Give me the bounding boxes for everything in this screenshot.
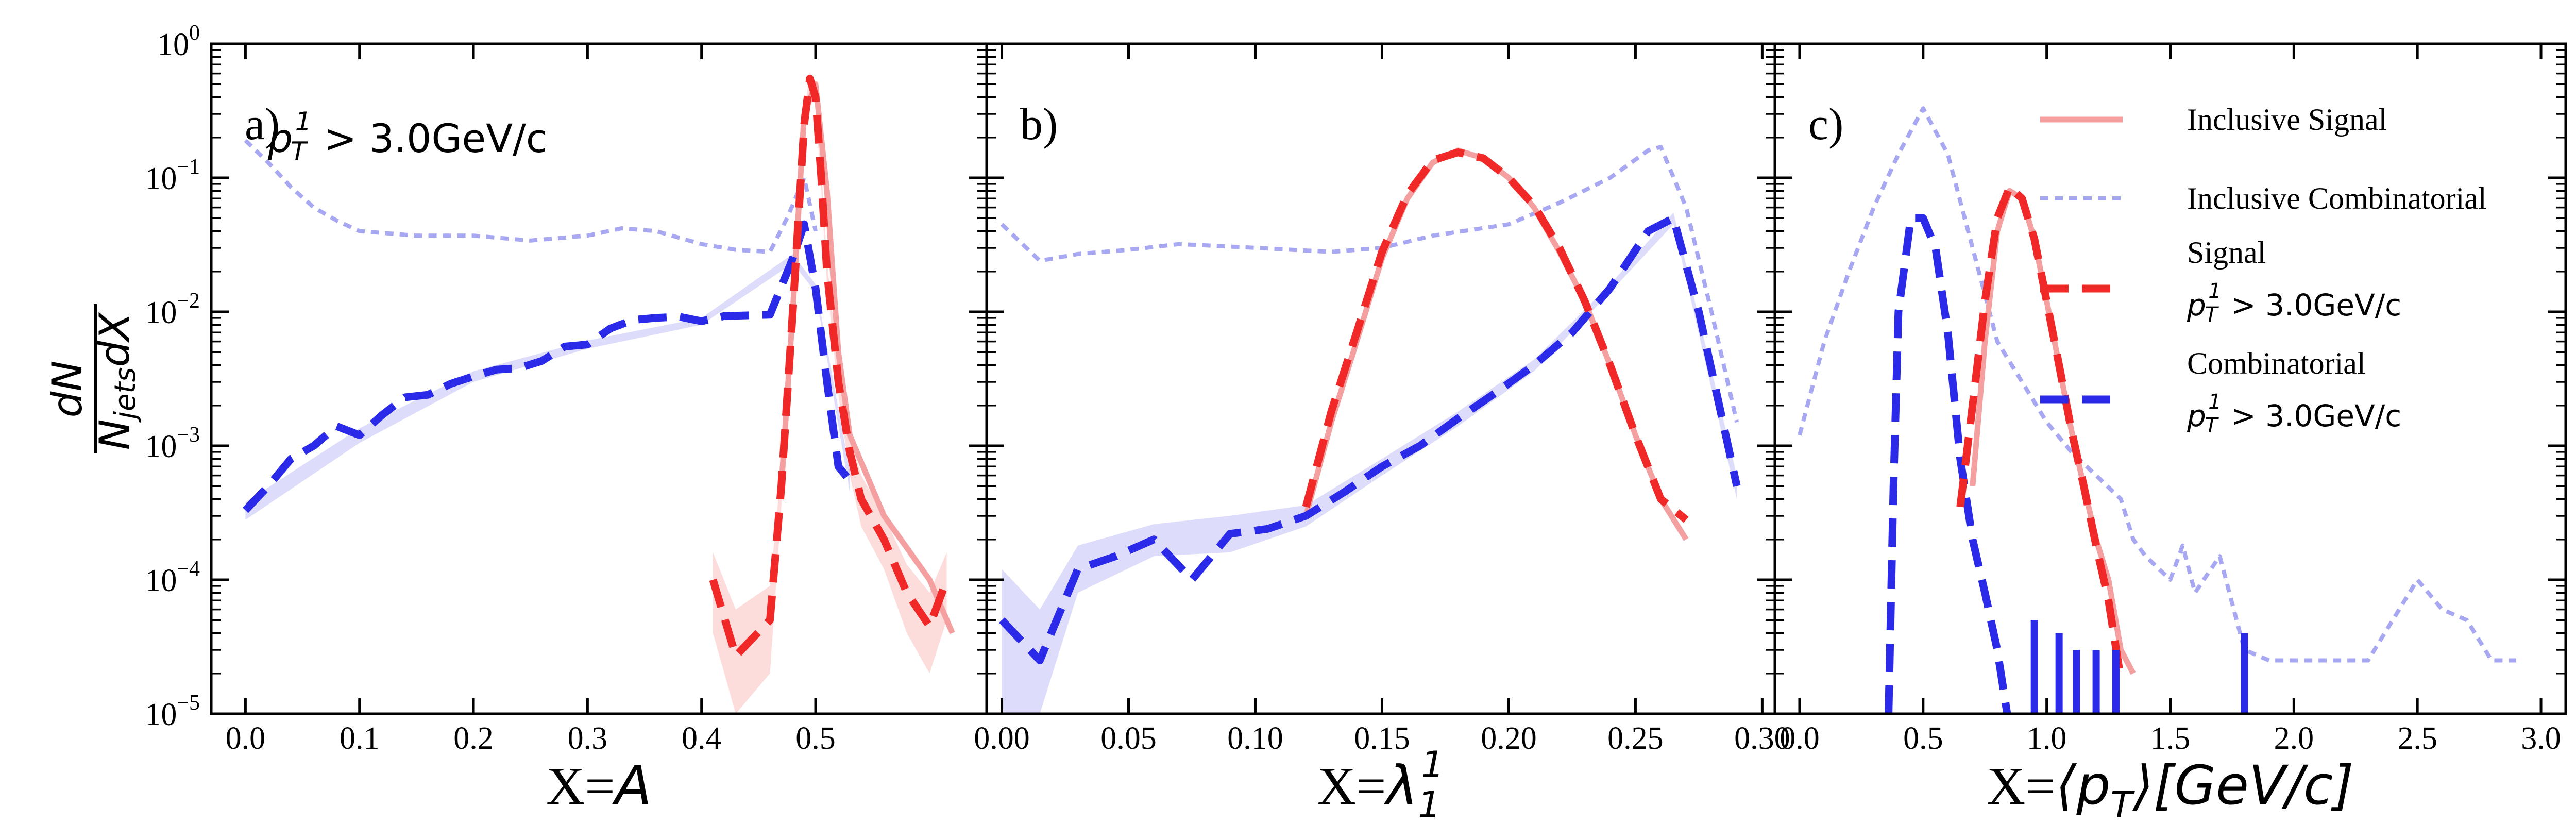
- y-label-denominator: NjetsdX: [91, 312, 142, 450]
- x-tick-label: 0.2: [453, 721, 494, 756]
- panel-label: a): [245, 99, 280, 149]
- x-tick-label: 2.0: [2274, 721, 2314, 756]
- inclusive-combinatorial-line: [244, 139, 818, 254]
- panel-3: 0.0 0.5 1.0 1.5 2.0 2.5 3.0 c) X=⟨pT⟩[GeV/c]: [1773, 42, 2567, 826]
- combinatorial-uncertainty-band: [245, 254, 850, 520]
- x-tick-label: 3.0: [2521, 721, 2561, 756]
- panel-2: 0.00 0.05 0.10 0.15 0.20 0.25 0.30 b) X=λ11: [974, 42, 1790, 826]
- y-tick-label: 10−5: [145, 691, 200, 732]
- legend-entry-sig: Signal pT1 > 3.0GeV/c: [2040, 236, 2401, 327]
- x-tick-label: 0.30: [1734, 721, 1790, 756]
- inclusive-combinatorial-line: [1000, 145, 1739, 423]
- x-axis-label: X=λ11: [1317, 744, 1444, 826]
- combinatorial-line: [999, 214, 1741, 665]
- panel-1: 10−5 10−4 10−3 10−2 10−1 100 0.0 0.1 0.2 0.3 0.4 0.…: [145, 21, 988, 817]
- legend: Inclusive Signal Inclusive Combinatorial S…: [2040, 103, 2487, 438]
- x-axis-label: X=A: [546, 754, 652, 817]
- panels: 10−5 10−4 10−3 10−2 10−1 100 0.0 0.1 0.2 0.3 0.4 0.…: [145, 21, 2567, 826]
- combinatorial-line: [1885, 214, 2011, 714]
- pt-cut-annotation: pT1 > 3.0GeV/c: [267, 107, 548, 166]
- signal-line: [709, 75, 951, 660]
- signal-uncertainty-band: [713, 71, 947, 714]
- inclusive-signal-line: [778, 81, 955, 634]
- x-tick-label: 0.1: [340, 721, 380, 756]
- x-tick-label: 1.0: [2027, 721, 2067, 756]
- y-tick-label: 100: [157, 21, 200, 62]
- x-tick-label: 0.20: [1481, 721, 1537, 756]
- panel-label: b): [1020, 99, 1058, 149]
- x-tick-label: 0.15: [1354, 721, 1410, 756]
- x-tick-label: 2.5: [2397, 721, 2437, 756]
- x-axis-label: X=⟨pT⟩[GeV/c]: [1987, 754, 2354, 826]
- combinatorial-line: [242, 220, 853, 513]
- y-tick-label: 10−4: [145, 557, 200, 598]
- y-tick-label: 10−2: [145, 289, 200, 330]
- y-tick-label: 10−1: [145, 155, 200, 196]
- x-tick-label: 0.0: [1780, 721, 1820, 756]
- legend-cut-label: pT1 > 3.0GeV/c: [2187, 279, 2401, 327]
- y-tick-label: 10−3: [145, 423, 200, 464]
- x-tick-label: 0.00: [974, 721, 1030, 756]
- x-tick-label: 0.5: [795, 721, 836, 756]
- x-tick-label: 0.10: [1227, 721, 1283, 756]
- legend-entry-incl-sig: Inclusive Signal: [2040, 103, 2387, 137]
- signal-line: [1956, 183, 2125, 680]
- legend-label: Combinatorial: [2187, 346, 2366, 380]
- legend-label: Inclusive Combinatorial: [2187, 181, 2487, 215]
- plot-area: [999, 145, 1741, 714]
- inclusive-combinatorial-line: [1798, 106, 2517, 663]
- x-tick-label: 0.25: [1607, 721, 1664, 756]
- x-tick-label: 0.4: [682, 721, 722, 756]
- x-tick-label: 0.0: [226, 721, 266, 756]
- signal-line: [1302, 148, 1689, 523]
- panel-label: c): [1808, 99, 1843, 149]
- x-tick-label: 1.5: [2150, 721, 2191, 756]
- legend-label: Signal: [2187, 236, 2266, 270]
- legend-cut-label: pT1 > 3.0GeV/c: [2187, 390, 2401, 438]
- plot-area: [242, 71, 955, 714]
- plot-area: [1798, 106, 2517, 714]
- x-tick-label: 0.05: [1100, 721, 1157, 756]
- legend-entry-incl-comb: Inclusive Combinatorial: [2040, 181, 2487, 215]
- panel-frame: [985, 42, 1776, 715]
- legend-label: Inclusive Signal: [2187, 103, 2387, 137]
- legend-entry-comb: Combinatorial pT1 > 3.0GeV/c: [2040, 346, 2401, 438]
- x-tick-label: 0.3: [568, 721, 608, 756]
- y-label-numerator: dN: [43, 361, 91, 418]
- y-axis-label: dN NjetsdX: [43, 304, 142, 453]
- x-tick-label: 0.5: [1903, 721, 1943, 756]
